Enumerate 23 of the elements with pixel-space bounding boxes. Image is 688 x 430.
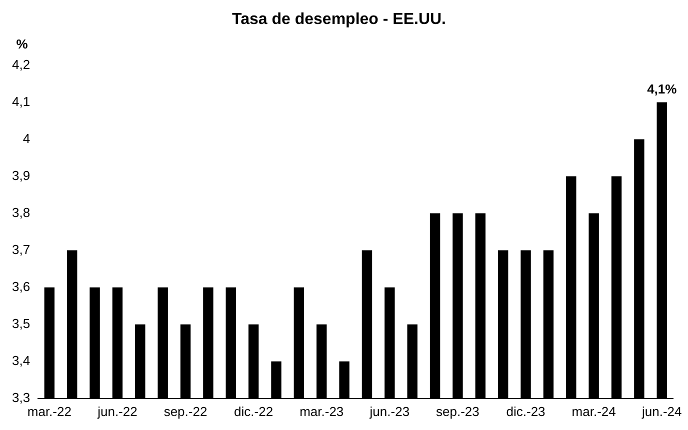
y-tick-label: 4: [22, 130, 30, 146]
x-tick-label: jun.-22: [96, 404, 138, 419]
y-tick-label: 3,8: [12, 204, 30, 220]
x-tick-label: dic.-23: [506, 404, 546, 419]
y-tick-label: 4,1: [12, 94, 30, 109]
x-tick-label: jun.-24: [641, 404, 682, 419]
x-tick-label: mar.-23: [300, 404, 344, 419]
x-tick-label: sep.-22: [164, 404, 208, 419]
x-tick-label: dic.-22: [234, 404, 274, 419]
x-tick-label: mar.-24: [572, 404, 616, 419]
x-tick-label: mar.-22: [27, 404, 72, 419]
chart-title: Tasa de desempleo - EE.UU.: [232, 11, 446, 28]
y-tick-label: 4,2: [12, 56, 30, 72]
y-tick-label: 3,9: [12, 168, 30, 183]
y-tick-label: 3,3: [12, 390, 30, 405]
x-tick-label: jun.-23: [368, 404, 410, 419]
x-tick-label: sep.-23: [436, 404, 480, 419]
annotation: 4,1%: [647, 81, 678, 96]
y-tick-label: 3,4: [12, 352, 30, 368]
y-tick-label: 3,7: [12, 242, 30, 257]
y-tick-label: 3,5: [12, 316, 30, 331]
y-axis-title: %: [16, 36, 28, 52]
y-tick-label: 3,6: [12, 278, 30, 294]
